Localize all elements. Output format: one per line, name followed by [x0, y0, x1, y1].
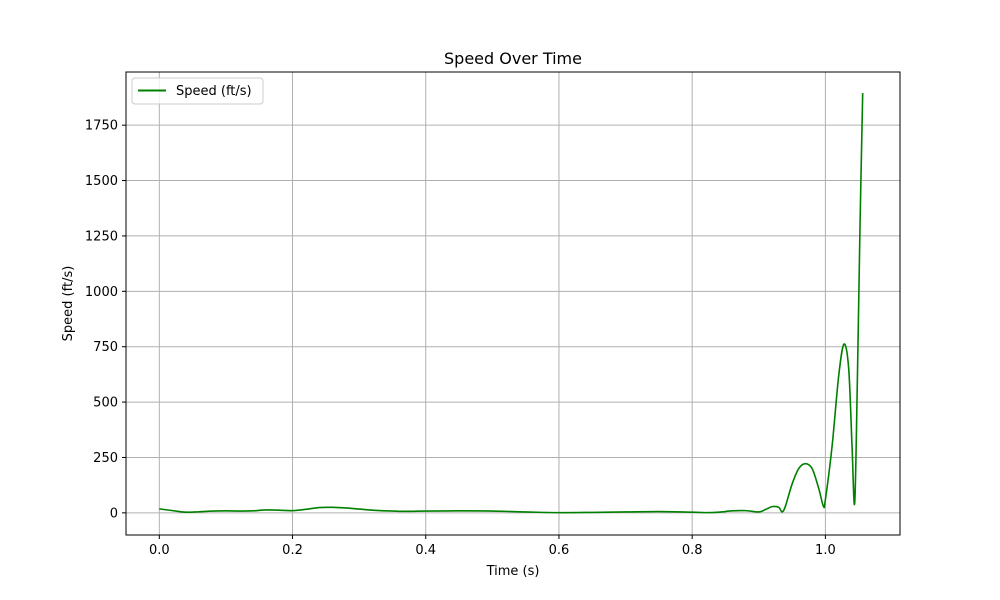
x-tick-label: 0.8 [682, 543, 703, 558]
x-tick-label: 0.0 [149, 543, 170, 558]
y-tick-label: 750 [93, 340, 118, 355]
series-line-speed [159, 93, 864, 514]
y-tick-label: 1750 [85, 119, 118, 134]
x-tick-label: 0.6 [549, 543, 570, 558]
chart-title: Speed Over Time [444, 49, 582, 68]
plot-frame [125, 71, 901, 536]
y-ticks: 0 250 500 750 1000 1250 1500 1750 [85, 119, 126, 521]
y-tick-label: 0 [110, 506, 118, 521]
y-axis-label: Speed (ft/s) [61, 266, 76, 342]
series-layer [159, 93, 864, 514]
x-tick-label: 0.2 [282, 543, 303, 558]
y-tick-label: 250 [93, 451, 118, 466]
x-tick-label: 1.0 [815, 543, 836, 558]
x-ticks: 0.0 0.2 0.4 0.6 0.8 1.0 [149, 535, 836, 558]
y-tick-label: 500 [93, 396, 118, 411]
y-tick-label: 1500 [85, 174, 118, 189]
x-axis-label: Time (s) [486, 564, 540, 579]
y-tick-label: 1000 [85, 285, 118, 300]
grid-layer [126, 72, 900, 535]
x-tick-label: 0.4 [415, 543, 436, 558]
y-tick-label: 1250 [85, 229, 118, 244]
legend: Speed (ft/s) [131, 77, 264, 105]
legend-label: Speed (ft/s) [176, 84, 252, 99]
legend-box [131, 77, 264, 105]
